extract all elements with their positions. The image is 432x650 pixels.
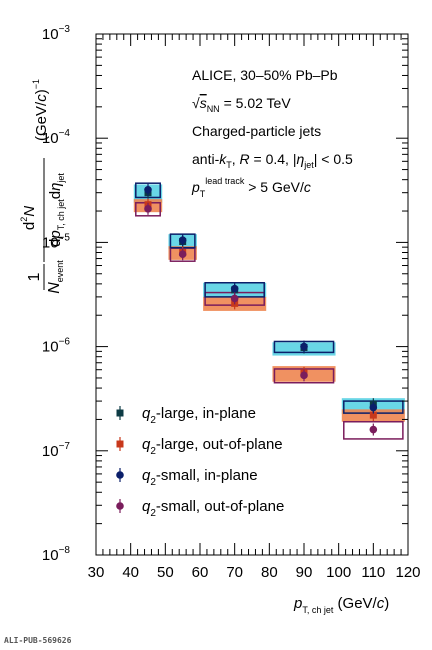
x-tick-label: 50: [157, 564, 174, 581]
x-tick-label: 30: [88, 564, 105, 581]
data-point-square: [369, 411, 377, 419]
data-point-circle: [230, 294, 239, 303]
legend-entry: q2-small, in-plane: [116, 467, 258, 488]
data-point-circle: [300, 371, 308, 380]
annotation-block: ALICE, 30–50% Pb–Pb √sNN = 5.02 TeV Char…: [191, 67, 353, 199]
x-tick-label: 70: [226, 564, 243, 581]
annotation-experiment: ALICE, 30–50% Pb–Pb: [192, 67, 338, 83]
x-tick-label: 80: [261, 564, 278, 581]
y-axis-title: 1 Nevent d2N dpT, ch jetdηjet (GeV/c)−1: [19, 79, 66, 294]
data-point-circle: [230, 284, 239, 293]
svg-text:d2N: d2N: [19, 206, 38, 230]
svg-text:dpT, ch jetdηjet: dpT, ch jetdηjet: [47, 173, 66, 247]
legend-marker: [116, 440, 124, 448]
annotation-energy: √sNN = 5.02 TeV: [192, 95, 291, 114]
systematic-boxes: [133, 182, 405, 440]
svg-text:pT, ch jet (GeV/c): pT, ch jet (GeV/c): [293, 595, 389, 615]
legend-label: q2-large, in-plane: [142, 405, 256, 426]
legend-entry: q2-small, out-of-plane: [116, 498, 284, 519]
legend-label: q2-small, out-of-plane: [142, 498, 284, 519]
footer-id: ALI-PUB-569626: [4, 636, 72, 645]
x-tick-label: 100: [326, 564, 351, 581]
y-tick-label: 10−6: [42, 337, 71, 356]
annotation-jet-type: Charged-particle jets: [192, 123, 321, 139]
y-tick-label: 10−3: [42, 24, 71, 43]
x-tick-label: 120: [395, 564, 420, 581]
x-tick-label: 60: [192, 564, 209, 581]
sys-box: [343, 421, 404, 440]
data-point-circle: [369, 425, 378, 434]
y-tick-label: 10−4: [42, 128, 71, 147]
data-point-circle: [300, 342, 308, 351]
x-tick-label: 90: [296, 564, 313, 581]
legend-entry: q2-large, in-plane: [116, 405, 256, 426]
data-point-circle: [178, 236, 187, 244]
y-tick-label: 10−8: [42, 545, 71, 564]
data-points: [144, 183, 378, 436]
x-tick-label: 110: [361, 564, 385, 581]
x-tick-label: 40: [122, 564, 139, 581]
y-tick-label: 10−7: [42, 441, 71, 460]
plot-frame: [95, 33, 409, 556]
svg-text:Nevent: Nevent: [46, 260, 65, 294]
axes: 30 40 50 60 70 80 90 100 110 120 10−8 10−7 10−6 10−5 1…: [42, 24, 421, 581]
legend-label: q2-small, in-plane: [142, 467, 258, 488]
x-axis-title: pT, ch jet (GeV/c): [293, 595, 389, 615]
y-tick-label: 10−5: [42, 232, 71, 251]
legend: q2-large, in-plane q2-large, out-of-plane…: [116, 405, 284, 519]
legend-marker: [116, 409, 124, 417]
legend-marker: [116, 502, 124, 510]
annotation-lead-track: pTlead track > 5 GeV/c: [191, 176, 311, 199]
legend-marker: [116, 471, 124, 479]
legend-label: q2-large, out-of-plane: [142, 436, 283, 457]
annotation-algorithm: anti-kT, R = 0.4, |ηjet| < 0.5: [192, 151, 353, 170]
svg-text:(GeV/c)−1: (GeV/c)−1: [31, 79, 50, 141]
legend-entry: q2-large, out-of-plane: [116, 436, 283, 457]
data-point-circle: [369, 403, 378, 412]
data-point-circle: [144, 185, 152, 194]
data-point-circle: [144, 205, 152, 213]
y-title-prefix: 1: [26, 272, 43, 281]
data-point-circle: [178, 250, 187, 259]
